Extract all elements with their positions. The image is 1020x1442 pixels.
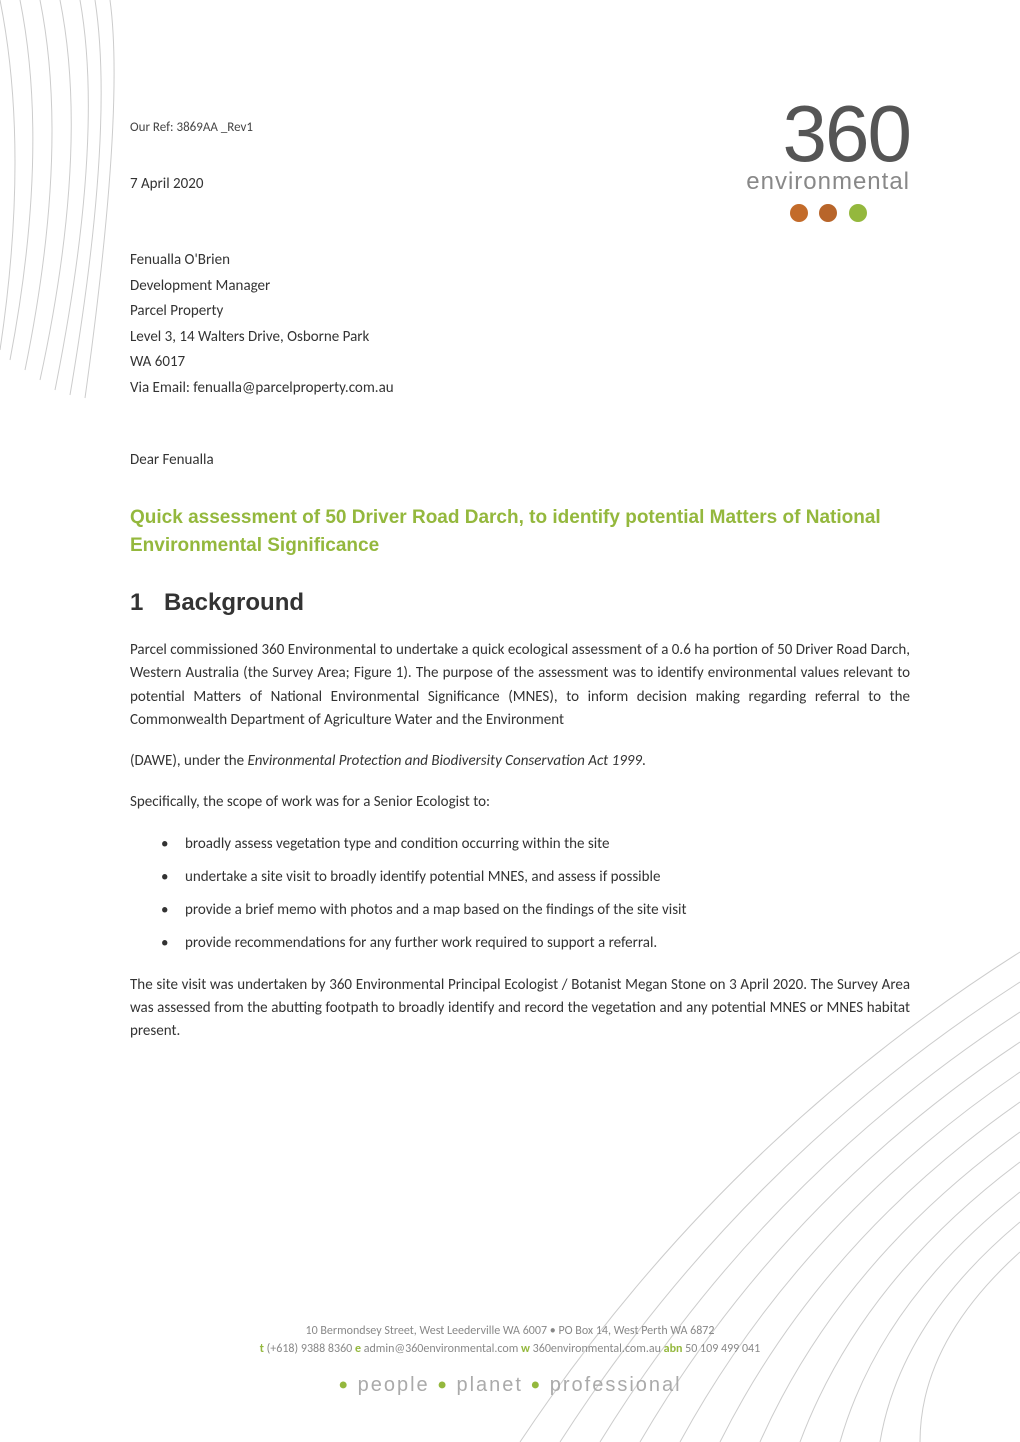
bullet-icon: ● (531, 1377, 543, 1394)
list-item: undertake a site visit to broadly identi… (185, 866, 910, 889)
recipient-via-email: Via Email: fenualla@parcelproperty.com.a… (130, 376, 910, 402)
list-item: broadly assess vegetation type and condi… (185, 833, 910, 856)
bullet-list: broadly assess vegetation type and condi… (130, 833, 910, 956)
page-footer: 10 Bermondsey Street, West Leederville W… (0, 1324, 1020, 1397)
list-item: provide recommendations for any further … (185, 932, 910, 955)
company-logo: 360 environmental (746, 100, 910, 227)
footer-email: admin@360environmental.com (361, 1342, 521, 1356)
footer-contact: t (+618) 9388 8360 e admin@360environmen… (0, 1342, 1020, 1356)
recipient-address-line2: WA 6017 (130, 350, 910, 376)
section-heading: 1Background (130, 589, 910, 617)
footer-abn: 50 109 499 041 (682, 1342, 760, 1356)
body-paragraph: Parcel commissioned 360 Environmental to… (130, 639, 910, 732)
logo-dot-icon (849, 204, 867, 222)
recipient-address-block: Fenualla O'Brien Development Manager Par… (130, 248, 910, 401)
tagline-word: planet (456, 1374, 523, 1396)
footer-website: 360environmental.com.au (530, 1342, 664, 1356)
footer-phone: (+618) 9388 8360 (264, 1342, 355, 1356)
body-paragraph: (DAWE), under the Environmental Protecti… (130, 750, 910, 773)
footer-address: 10 Bermondsey Street, West Leederville W… (0, 1324, 1020, 1338)
bullet-icon: ● (437, 1377, 449, 1394)
recipient-address-line1: Level 3, 14 Walters Drive, Osborne Park (130, 325, 910, 351)
recipient-company: Parcel Property (130, 299, 910, 325)
recipient-title: Development Manager (130, 274, 910, 300)
salutation: Dear Fenualla (130, 451, 910, 469)
footer-tagline: ● people ● planet ● professional (0, 1374, 1020, 1397)
bullet-icon: ● (338, 1377, 350, 1394)
logo-main-text: 360 (746, 100, 910, 168)
logo-dots (746, 204, 910, 227)
recipient-name: Fenualla O'Brien (130, 248, 910, 274)
section-title: Background (164, 589, 304, 616)
section-number: 1 (130, 589, 164, 617)
logo-dot-icon (819, 204, 837, 222)
footer-website-label: w (521, 1342, 530, 1356)
footer-abn-label: abn (664, 1342, 683, 1356)
closing-paragraph: The site visit was undertaken by 360 Env… (130, 974, 910, 1044)
scope-intro: Specifically, the scope of work was for … (130, 791, 910, 814)
subject-heading: Quick assessment of 50 Driver Road Darch… (130, 504, 910, 559)
logo-dot-icon (790, 204, 808, 222)
tagline-word: professional (550, 1374, 682, 1396)
tagline-word: people (358, 1374, 430, 1396)
logo-sub-text: environmental (746, 168, 910, 196)
list-item: provide a brief memo with photos and a m… (185, 899, 910, 922)
